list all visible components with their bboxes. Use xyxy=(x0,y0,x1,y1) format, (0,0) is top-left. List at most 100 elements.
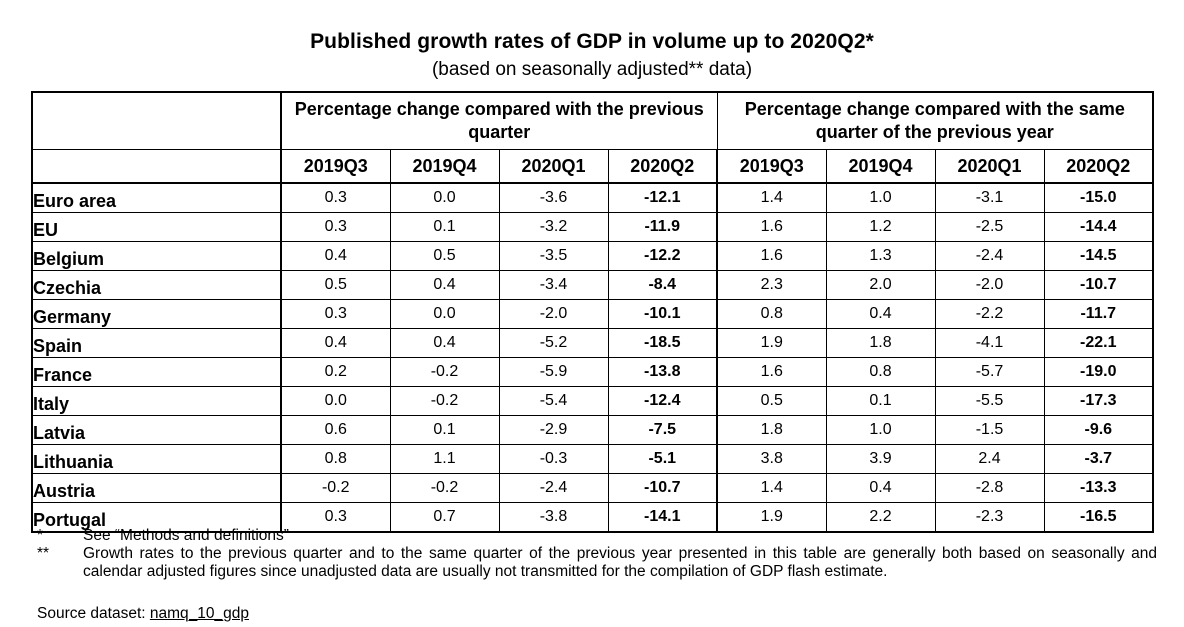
table-cell: -2.3 xyxy=(934,502,1045,533)
table-cell: -22.1 xyxy=(1043,328,1155,358)
group-header-previous-year: Percentage change compared with the same… xyxy=(716,91,1155,150)
footnote-text: Growth rates to the previous quarter and… xyxy=(83,545,1157,580)
country-name: Spain xyxy=(31,328,281,358)
table-cell: -3.2 xyxy=(498,212,608,242)
table-cell: 0.7 xyxy=(389,502,499,533)
table-cell: 1.4 xyxy=(716,473,827,503)
table-cell: -0.2 xyxy=(389,473,499,503)
table-cell: 3.9 xyxy=(825,444,936,474)
country-name: Austria xyxy=(31,473,281,503)
table-row: Belgium 0.4 0.5 -3.5 -12.2 1.6 1.3 -2.4 -14.5 xyxy=(31,241,1155,271)
table-cell: -0.3 xyxy=(498,444,608,474)
table-cell: -2.2 xyxy=(934,299,1045,329)
table-cell: -0.2 xyxy=(389,386,499,416)
table-cell: 0.4 xyxy=(389,270,499,300)
table-row: Latvia 0.6 0.1 -2.9 -7.5 1.8 1.0 -1.5 -9.6 xyxy=(31,415,1155,445)
footnotes: * See “Methods and definitions” ** Growt… xyxy=(37,527,1157,581)
table-cell: -2.4 xyxy=(934,241,1045,271)
table-cell: -12.1 xyxy=(607,183,718,213)
table-cell: -15.0 xyxy=(1043,183,1155,213)
table-cell: 0.3 xyxy=(280,502,390,533)
table-cell: -5.5 xyxy=(934,386,1045,416)
table-cell: 0.3 xyxy=(280,299,390,329)
country-name: EU xyxy=(31,212,281,242)
table-cell: -10.1 xyxy=(607,299,718,329)
table-cell: 0.5 xyxy=(716,386,827,416)
table-cell: -13.8 xyxy=(607,357,718,387)
quarter-header: 2020Q2 xyxy=(607,149,718,184)
table-cell: -4.1 xyxy=(934,328,1045,358)
table-row: Portugal 0.3 0.7 -3.8 -14.1 1.9 2.2 -2.3 -16.5 xyxy=(31,502,1155,533)
table-cell: 1.8 xyxy=(716,415,827,445)
table-cell: -3.8 xyxy=(498,502,608,533)
table-cell: -2.4 xyxy=(498,473,608,503)
table-cell: 1.0 xyxy=(825,415,936,445)
source-dataset-link[interactable]: namq_10_gdp xyxy=(149,605,249,622)
table-row: France 0.2 -0.2 -5.9 -13.8 1.6 0.8 -5.7 -19.0 xyxy=(31,357,1155,387)
table-cell: -0.2 xyxy=(389,357,499,387)
corner-cell-lower xyxy=(31,149,281,184)
table-cell: -17.3 xyxy=(1043,386,1155,416)
table-cell: 0.1 xyxy=(389,212,499,242)
table-cell: -8.4 xyxy=(607,270,718,300)
table-cell: -2.8 xyxy=(934,473,1045,503)
country-name: Belgium xyxy=(31,241,281,271)
quarter-header: 2020Q1 xyxy=(498,149,608,184)
table-cell: 1.9 xyxy=(716,328,827,358)
table-cell: 0.1 xyxy=(389,415,499,445)
table-cell: -1.5 xyxy=(934,415,1045,445)
table-cell: -19.0 xyxy=(1043,357,1155,387)
table-row: Germany 0.3 0.0 -2.0 -10.1 0.8 0.4 -2.2 -11.7 xyxy=(31,299,1155,329)
gdp-growth-table: Percentage change compared with the prev… xyxy=(31,91,1155,533)
source-dataset: Source dataset: namq_10_gdp xyxy=(37,605,249,623)
table-row: EU 0.3 0.1 -3.2 -11.9 1.6 1.2 -2.5 -14.4 xyxy=(31,212,1155,242)
table-cell: -2.5 xyxy=(934,212,1045,242)
table-cell: -7.5 xyxy=(607,415,718,445)
table-cell: -5.1 xyxy=(607,444,718,474)
table-cell: -2.9 xyxy=(498,415,608,445)
source-label: Source dataset: xyxy=(37,605,150,622)
table-cell: 0.4 xyxy=(389,328,499,358)
table-cell: -14.4 xyxy=(1043,212,1155,242)
table-cell: 0.5 xyxy=(389,241,499,271)
table-cell: 0.3 xyxy=(280,212,390,242)
table-cell: -3.5 xyxy=(498,241,608,271)
table-cell: 2.3 xyxy=(716,270,827,300)
table-row: Euro area 0.3 0.0 -3.6 -12.1 1.4 1.0 -3.1 -15.0 xyxy=(31,183,1155,213)
table-row: Italy 0.0 -0.2 -5.4 -12.4 0.5 0.1 -5.5 -17.3 xyxy=(31,386,1155,416)
table-cell: 0.4 xyxy=(825,299,936,329)
table-cell: 1.9 xyxy=(716,502,827,533)
table-body: Euro area 0.3 0.0 -3.6 -12.1 1.4 1.0 -3.1 -15.0 E… xyxy=(31,183,1155,533)
table-cell: 0.8 xyxy=(716,299,827,329)
quarter-header: 2019Q4 xyxy=(825,149,936,184)
table-cell: -14.5 xyxy=(1043,241,1155,271)
table-cell: 1.6 xyxy=(716,241,827,271)
table-cell: 1.0 xyxy=(825,183,936,213)
table-title: Published growth rates of GDP in volume … xyxy=(310,30,874,53)
quarter-header: 2019Q3 xyxy=(280,149,390,184)
table-cell: -5.9 xyxy=(498,357,608,387)
country-name: Czechia xyxy=(31,270,281,300)
table-cell: -11.7 xyxy=(1043,299,1155,329)
table-cell: -2.0 xyxy=(934,270,1045,300)
table-cell: -3.4 xyxy=(498,270,608,300)
table-cell: -12.2 xyxy=(607,241,718,271)
country-name: Euro area xyxy=(31,183,281,213)
table-cell: -10.7 xyxy=(607,473,718,503)
table-cell: -9.6 xyxy=(1043,415,1155,445)
table-cell: 1.4 xyxy=(716,183,827,213)
footnote-2: ** Growth rates to the previous quarter … xyxy=(37,545,1157,581)
quarter-header: 2019Q3 xyxy=(716,149,827,184)
table-cell: 1.8 xyxy=(825,328,936,358)
table-cell: 2.2 xyxy=(825,502,936,533)
country-name: France xyxy=(31,357,281,387)
table-cell: -16.5 xyxy=(1043,502,1155,533)
table-cell: 1.6 xyxy=(716,357,827,387)
table-cell: 1.2 xyxy=(825,212,936,242)
table-cell: -18.5 xyxy=(607,328,718,358)
table-cell: 0.4 xyxy=(280,328,390,358)
table-cell: -14.1 xyxy=(607,502,718,533)
quarter-header: 2020Q2 xyxy=(1043,149,1155,184)
table-cell: 0.4 xyxy=(825,473,936,503)
table-cell: 0.2 xyxy=(280,357,390,387)
